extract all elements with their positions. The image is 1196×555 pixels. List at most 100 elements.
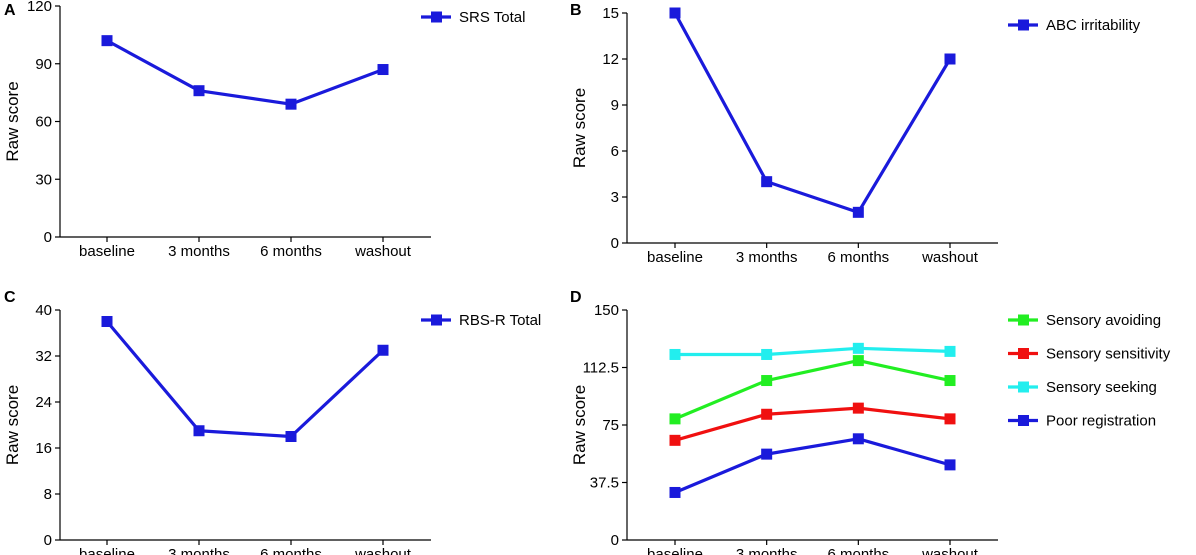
legend-marker: [431, 314, 442, 326]
data-point: [669, 434, 681, 446]
legend-label: Sensory seeking: [1046, 379, 1157, 396]
y-tick-label: 112.5: [583, 360, 619, 377]
y-tick-label: 0: [611, 235, 619, 252]
data-point: [852, 342, 864, 354]
x-tick-label: 3 months: [736, 249, 798, 266]
legend-marker: [1018, 19, 1029, 31]
legend-label: Sensory sensitivity: [1046, 346, 1171, 363]
panel-c: C 0 8 16 24 32 40 baseline 3 months 6 months wash…: [3, 289, 541, 555]
x-tick-label: washout: [921, 546, 979, 555]
panel-letter-b: B: [570, 2, 582, 19]
data-point: [944, 53, 956, 65]
data-point: [193, 85, 205, 97]
data-point: [761, 348, 773, 360]
panel-a: A 0 30 60 90 120 baseline 3 months 6 months wash…: [3, 0, 525, 260]
panel-letter-a: A: [4, 2, 16, 19]
legend-label: RBS-R Total: [459, 312, 541, 329]
data-point: [193, 425, 205, 437]
y-tick-label: 15: [602, 5, 619, 22]
x-tick-label: washout: [921, 249, 979, 266]
data-point: [852, 355, 864, 367]
y-tick-label: 0: [44, 229, 52, 246]
y-tick-label: 37.5: [590, 475, 619, 492]
x-tick-label: baseline: [647, 249, 703, 266]
data-point: [377, 344, 389, 356]
series-line-poor-registration: [674, 437, 951, 494]
y-tick-label: 3: [611, 189, 619, 206]
legend-label: Sensory avoiding: [1046, 312, 1161, 329]
data-point: [669, 348, 681, 360]
data-point: [285, 98, 297, 110]
y-tick-label: 40: [35, 302, 52, 319]
y-tick-label: 0: [44, 532, 52, 549]
data-point: [101, 35, 113, 47]
y-tick-label: 12: [602, 51, 619, 68]
x-tick-label: 6 months: [260, 243, 322, 260]
legend-marker: [1018, 381, 1029, 393]
x-tick-label: baseline: [79, 243, 135, 260]
y-axis-label: Raw score: [570, 385, 589, 465]
legend-label: ABC irritability: [1046, 17, 1141, 34]
panel-d: D 0 37.5 75 112.5 150 baseline 3 months 6 month…: [570, 289, 1171, 555]
y-axis-label: Raw score: [570, 88, 589, 168]
legend-label: Poor registration: [1046, 413, 1156, 430]
y-tick-label: 120: [27, 0, 52, 15]
data-point: [669, 486, 681, 498]
data-point: [377, 64, 389, 76]
data-point: [761, 448, 773, 460]
data-point: [669, 7, 681, 19]
panel-letter-d: D: [570, 289, 582, 306]
y-tick-label: 90: [35, 56, 52, 73]
data-point: [852, 402, 864, 414]
y-tick-label: 9: [611, 97, 619, 114]
x-tick-label: 6 months: [260, 546, 322, 555]
series-line-sensory-sensitivity: [674, 406, 951, 442]
series-line-rbs-r-total: [105, 320, 385, 439]
x-tick-label: 6 months: [827, 249, 889, 266]
y-tick-label: 24: [35, 394, 52, 411]
data-point: [944, 459, 956, 471]
data-point: [852, 206, 864, 218]
y-tick-label: 0: [611, 532, 619, 549]
data-point: [761, 176, 773, 188]
series-line-sensory-avoiding: [674, 359, 951, 421]
series-line-srs-total: [106, 39, 384, 106]
x-tick-label: 6 months: [827, 546, 889, 555]
y-tick-label: 32: [35, 348, 52, 365]
y-tick-label: 6: [611, 143, 619, 160]
y-tick-label: 8: [44, 486, 52, 503]
y-tick-label: 75: [602, 417, 619, 434]
legend-label: SRS Total: [459, 9, 525, 26]
legend-marker: [1018, 415, 1029, 426]
x-tick-label: baseline: [647, 546, 703, 555]
data-point: [101, 316, 113, 327]
y-tick-label: 60: [35, 114, 52, 131]
x-tick-label: washout: [354, 243, 412, 260]
data-point: [852, 433, 864, 445]
panel-letter-c: C: [4, 289, 16, 306]
series-line-abc-irritability: [673, 12, 952, 214]
legend-marker: [431, 11, 442, 23]
y-tick-label: 16: [35, 440, 52, 457]
data-point: [761, 375, 773, 387]
legend-marker: [1018, 348, 1029, 359]
y-tick-label: 30: [35, 171, 52, 188]
y-axis-label: Raw score: [3, 81, 22, 161]
data-point: [944, 345, 956, 357]
data-point: [944, 375, 956, 387]
data-point: [669, 413, 681, 425]
x-tick-label: washout: [354, 546, 412, 555]
data-point: [944, 413, 956, 425]
x-tick-label: baseline: [79, 546, 135, 555]
x-tick-label: 3 months: [736, 546, 798, 555]
x-tick-label: 3 months: [168, 546, 230, 555]
series-line-sensory-seeking: [675, 346, 951, 357]
y-tick-label: 150: [594, 302, 619, 319]
x-tick-label: 3 months: [168, 243, 230, 260]
y-axis-label: Raw score: [3, 385, 22, 465]
data-point: [761, 408, 773, 420]
data-point: [285, 431, 297, 442]
panel-b: B 0 3 6 9 12 15 baseline 3 months 6 months washou…: [570, 2, 1141, 266]
legend-marker: [1018, 314, 1029, 326]
